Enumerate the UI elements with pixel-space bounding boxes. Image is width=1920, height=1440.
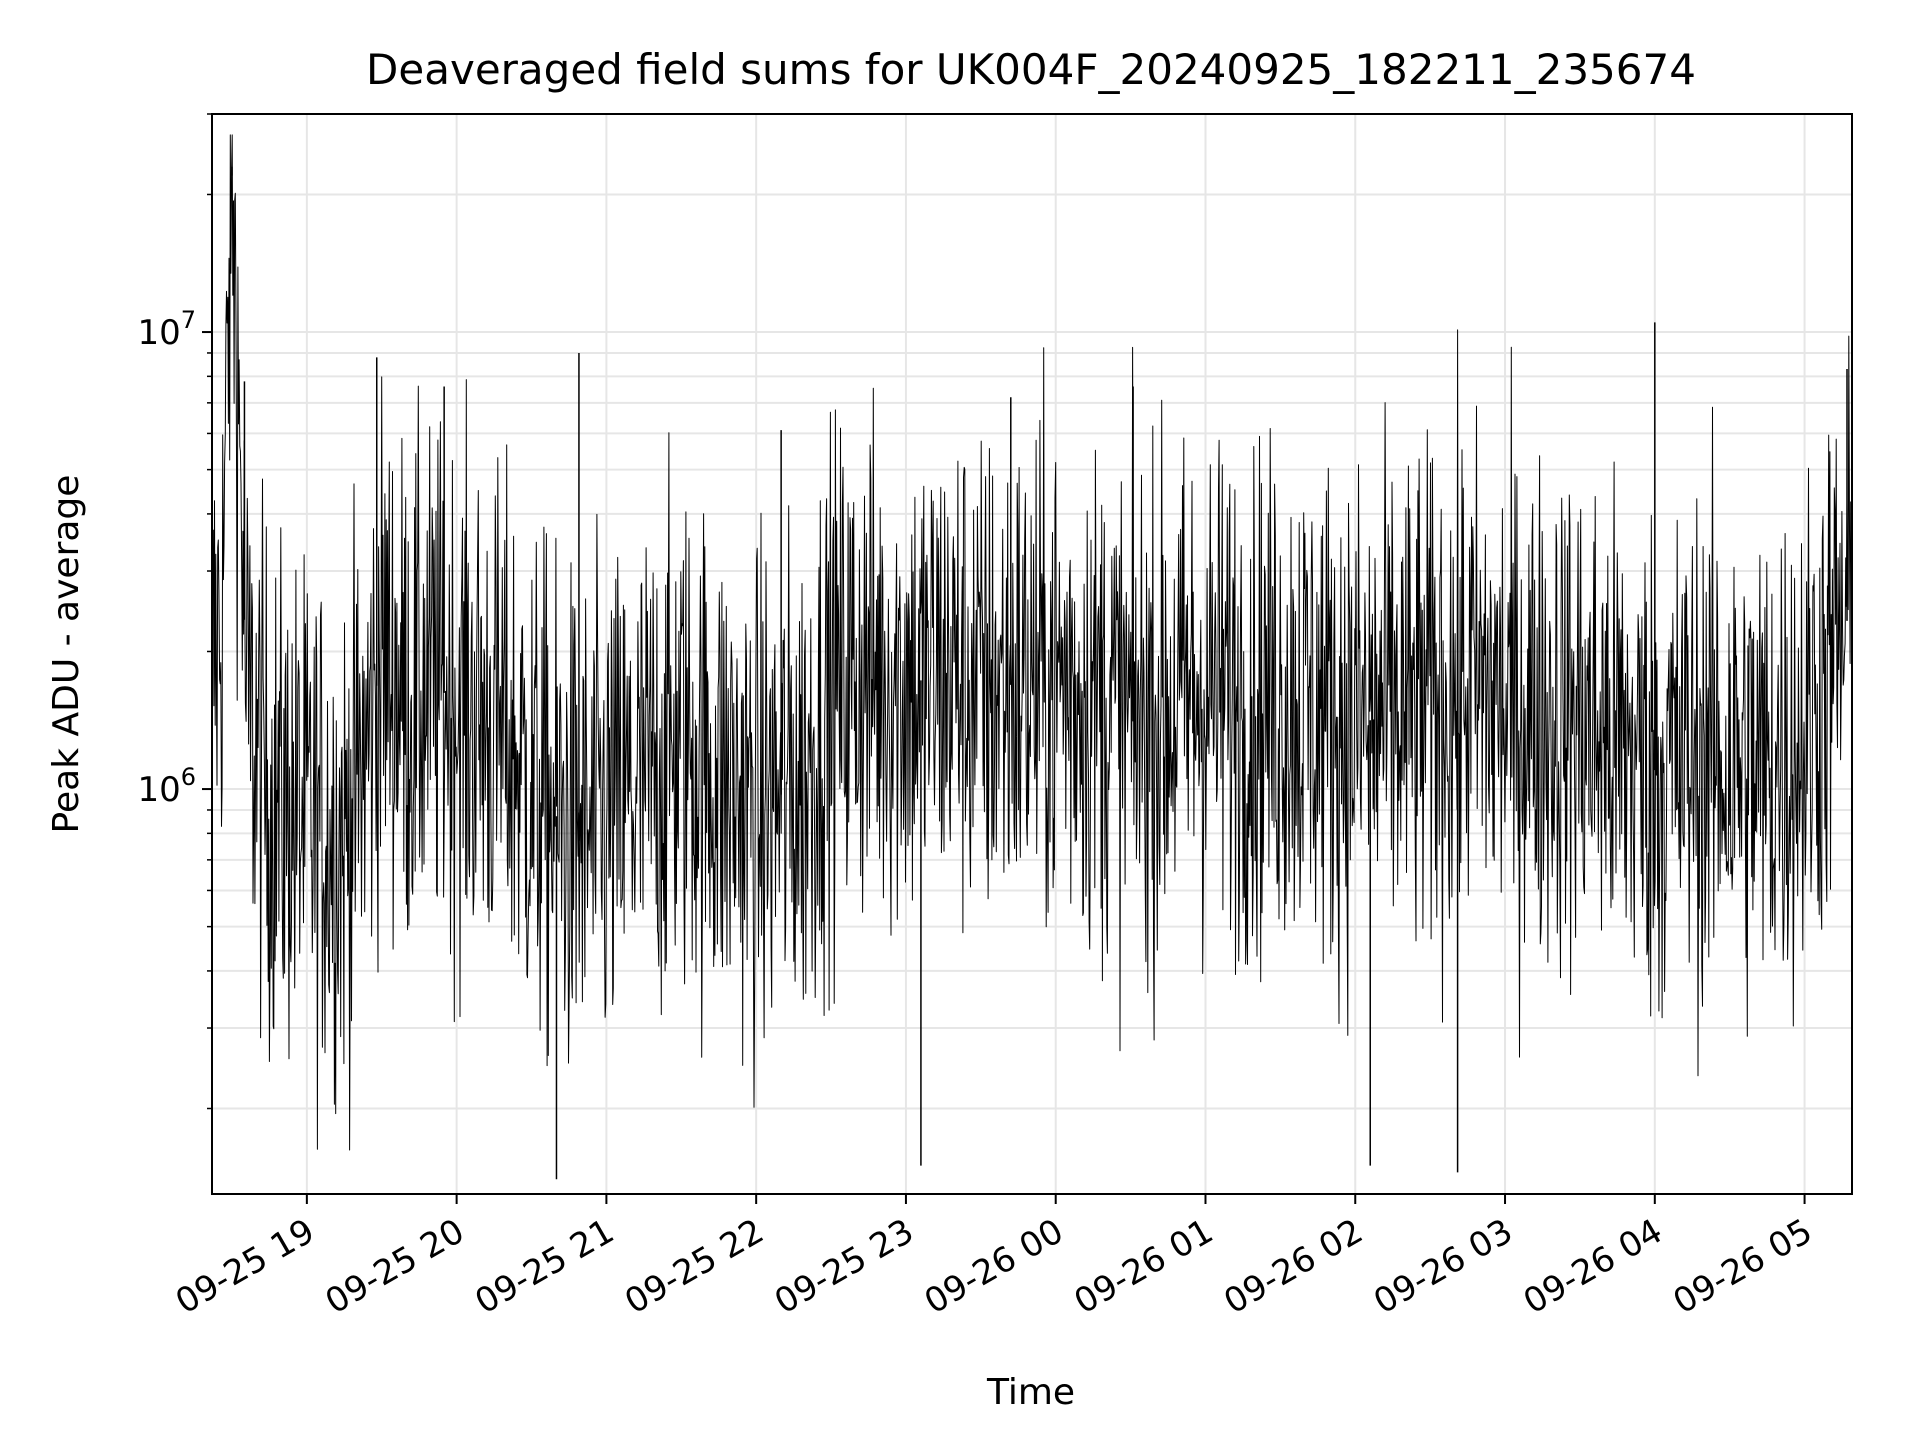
y-tick-label: 107 — [137, 306, 196, 353]
x-tick-label: 09-26 03 — [1367, 1211, 1519, 1322]
y-axis-label: Peak ADU - average — [46, 475, 87, 834]
series-layer — [211, 134, 1853, 1180]
x-tick-label: 09-25 20 — [319, 1211, 471, 1322]
series-line — [211, 134, 1853, 1151]
x-axis-label: Time — [986, 1372, 1075, 1413]
x-tick-label: 09-25 22 — [618, 1211, 770, 1322]
plot-frame — [211, 113, 1853, 1195]
x-tick-label: 09-25 19 — [169, 1211, 321, 1322]
x-tick-label: 09-26 02 — [1217, 1211, 1369, 1322]
chart-title: Deaveraged field sums for UK004F_2024092… — [366, 45, 1696, 94]
x-tick-label: 09-26 01 — [1068, 1211, 1220, 1322]
x-tick-label: 09-26 04 — [1517, 1211, 1669, 1322]
y-axis: 106 107 — [137, 113, 212, 1110]
y-tick-label: 106 — [137, 763, 196, 810]
x-tick-label: 09-25 23 — [768, 1211, 920, 1322]
x-tick-label: 09-26 05 — [1667, 1211, 1819, 1322]
x-tick-label: 09-26 00 — [918, 1211, 1070, 1322]
grid — [212, 113, 1852, 1194]
x-tick-label: 09-25 21 — [469, 1211, 621, 1322]
